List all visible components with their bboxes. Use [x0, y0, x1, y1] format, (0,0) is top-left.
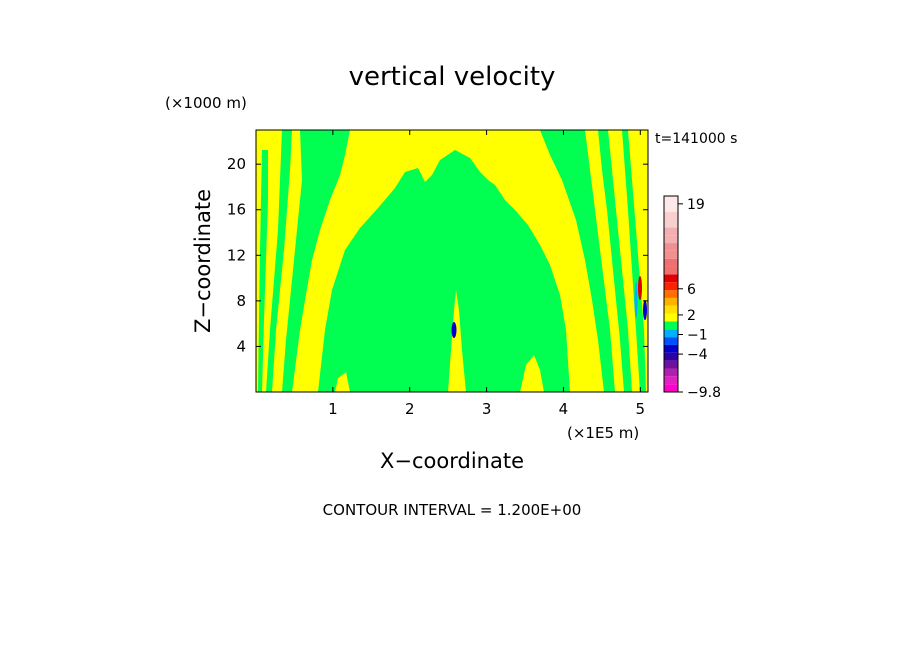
colorbar-band-3	[664, 368, 678, 377]
colorbar-band-23	[664, 211, 678, 220]
colorbar-tick-label: 19	[687, 197, 705, 213]
colorbar-band-6	[664, 344, 678, 353]
contour-field	[256, 130, 648, 392]
colorbar-band-13	[664, 290, 678, 298]
chart-title: vertical velocity	[349, 62, 556, 92]
colorbar-band-21	[664, 227, 678, 236]
colorbar-band-4	[664, 360, 678, 369]
right-green-band-2	[598, 130, 632, 392]
colorbar-band-5	[664, 352, 678, 361]
y-tick-label: 16	[227, 201, 246, 219]
colorbar-band-12	[664, 297, 678, 306]
y-tick-label: 20	[227, 155, 246, 173]
x-tick-label: 1	[328, 400, 338, 418]
colorbar-band-10	[664, 313, 678, 322]
colorbar-band-25	[664, 196, 678, 204]
colorbar-band-9	[664, 321, 678, 330]
colorbar-tick-label: −4	[687, 347, 708, 363]
y-unit-label: (×1000 m)	[165, 94, 247, 112]
central-green-region	[318, 150, 570, 392]
colorbar-tick-label: 2	[687, 308, 696, 324]
plot-frame	[255, 129, 649, 393]
right-green-band-1	[540, 130, 615, 392]
colorbar-band-22	[664, 219, 678, 228]
colorbar-band-19	[664, 243, 678, 251]
x-unit-label: (×1E5 m)	[567, 424, 639, 442]
colorbar-band-15	[664, 274, 678, 283]
yellow-patch-lower-right	[520, 355, 544, 392]
yellow-patch-lower-left	[335, 372, 350, 392]
colorbar-band-17	[664, 258, 678, 267]
colorbar-band-1	[664, 384, 678, 392]
colorbar-tick-label: 6	[687, 282, 696, 298]
x-tick-label: 2	[405, 400, 415, 418]
y-tick-label: 8	[236, 292, 246, 310]
left-green-band-3	[258, 150, 268, 392]
y-tick-label: 12	[227, 246, 246, 264]
x-axis: 1 2 3 4 5	[328, 130, 645, 418]
colorbar-band-8	[664, 329, 678, 338]
time-label: t=141000 s	[655, 131, 737, 147]
colorbar-tick-label: −9.8	[687, 385, 721, 401]
left-green-band-1	[282, 130, 350, 392]
central-downdraft-spot	[451, 322, 457, 338]
right-cyan-streak	[634, 282, 638, 318]
y-tick-label: 4	[236, 337, 246, 355]
central-yellow-streak	[448, 290, 466, 392]
right-green-band-3	[622, 130, 646, 392]
colorbar: 19 6 2 −1 −4 −9.8	[663, 195, 721, 401]
colorbar-frame	[663, 195, 679, 393]
right-updraft-spot	[638, 276, 642, 300]
colorbar-band-24	[664, 203, 678, 212]
x-tick-label: 4	[559, 400, 569, 418]
x-tick-label: 3	[482, 400, 492, 418]
colorbar-band-11	[664, 305, 678, 314]
x-axis-title: X−coordinate	[380, 449, 524, 473]
colorbar-band-7	[664, 337, 678, 345]
y-axis: 4 8 12 16 20	[227, 155, 648, 355]
y-axis-title: Z−coordinate	[191, 189, 215, 333]
colorbar-band-18	[664, 250, 678, 259]
x-tick-label: 5	[636, 400, 646, 418]
left-green-band-2	[266, 130, 292, 392]
colorbar-band-16	[664, 266, 678, 275]
colorbar-tick-label: −1	[687, 328, 708, 344]
contour-interval-label: CONTOUR INTERVAL = 1.200E+00	[323, 501, 582, 519]
colorbar-band-20	[664, 235, 678, 244]
colorbar-band-14	[664, 282, 678, 291]
colorbar-band-2	[664, 376, 678, 385]
right-downdraft-spot	[643, 300, 647, 320]
